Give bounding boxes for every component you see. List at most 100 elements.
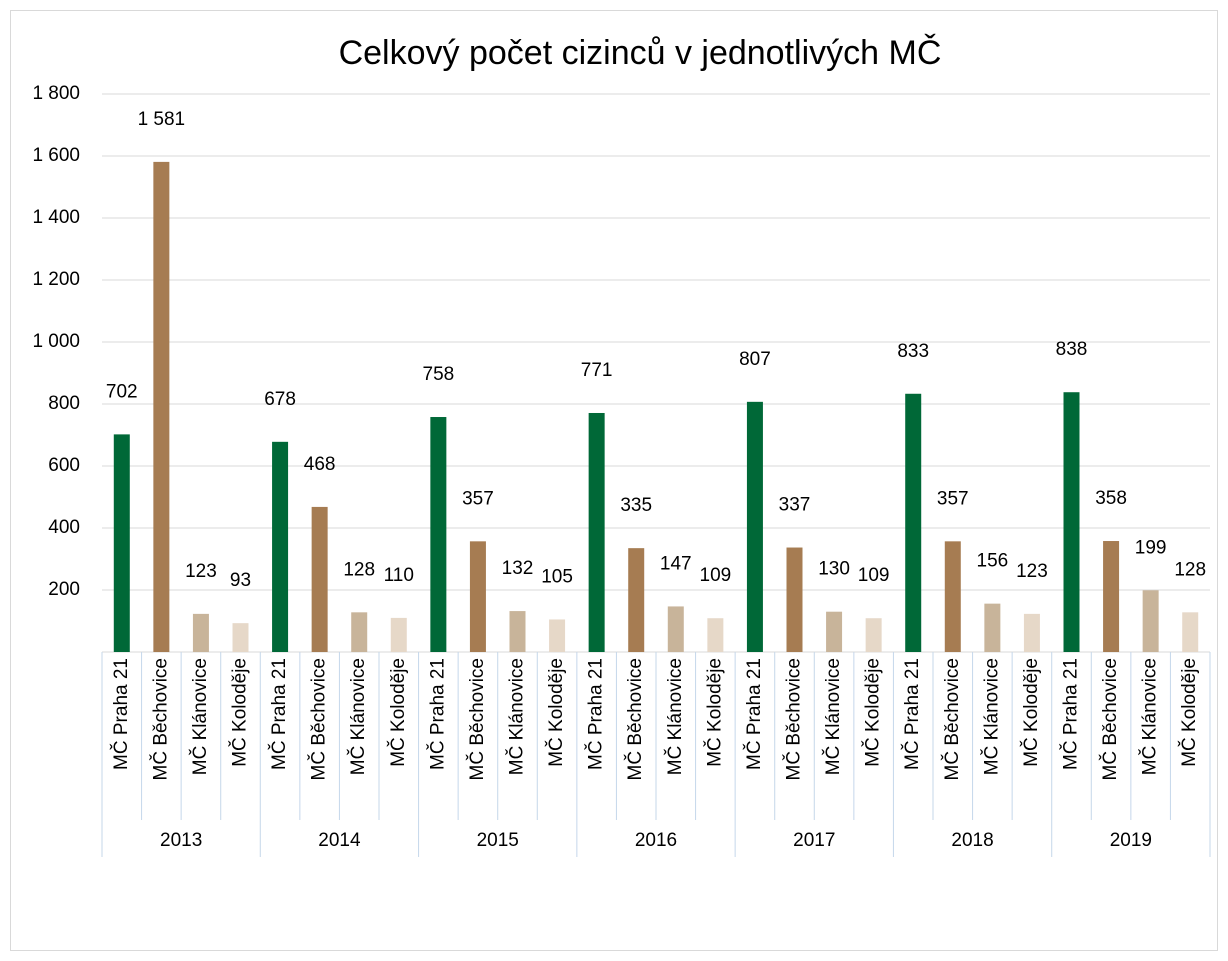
data-label: 678 xyxy=(264,389,296,410)
category-label: MČ Koloděje xyxy=(862,658,884,767)
data-label: 335 xyxy=(620,495,652,516)
bar xyxy=(628,548,645,652)
chart-title: Celkový počet cizinců v jednotlivých MČ xyxy=(339,34,942,72)
data-label: 109 xyxy=(700,565,732,586)
year-label: 2018 xyxy=(951,830,993,851)
year-label: 2017 xyxy=(793,830,835,851)
data-label: 758 xyxy=(423,364,455,385)
category-label: MČ Koloděje xyxy=(545,658,567,767)
category-label: MČ Praha 21 xyxy=(1060,658,1082,770)
bar xyxy=(786,547,803,652)
year-label: 2013 xyxy=(160,830,202,851)
data-label: 833 xyxy=(897,341,929,362)
bar xyxy=(746,401,763,652)
category-label: MČ Praha 21 xyxy=(110,658,132,770)
category-label: MČ Koloděje xyxy=(387,658,409,767)
data-label: 358 xyxy=(1095,488,1127,509)
y-tick-label: 400 xyxy=(48,517,80,538)
category-label: MČ Běchovice xyxy=(783,658,805,781)
category-label: MČ Běchovice xyxy=(149,658,171,781)
category-label: MČ Koloděje xyxy=(1178,658,1200,767)
category-label: MČ Klánovice xyxy=(822,658,844,775)
bar xyxy=(1182,612,1199,652)
category-label: MČ Koloděje xyxy=(703,658,725,767)
category-label: MČ Klánovice xyxy=(980,658,1002,775)
category-label: MČ Běchovice xyxy=(624,658,646,781)
y-tick-label: 1 800 xyxy=(32,83,80,104)
category-label: MČ Klánovice xyxy=(1139,658,1161,775)
data-label: 130 xyxy=(818,559,850,580)
y-tick-label: 600 xyxy=(48,455,80,476)
bar xyxy=(509,611,526,652)
data-label: 128 xyxy=(1174,559,1206,580)
data-label: 109 xyxy=(858,565,890,586)
category-label: MČ Klánovice xyxy=(347,658,369,775)
data-label: 199 xyxy=(1135,537,1167,558)
bar xyxy=(113,434,130,652)
data-label: 93 xyxy=(230,570,251,591)
category-label: MČ Koloděje xyxy=(1020,658,1042,767)
category-label: MČ Běchovice xyxy=(308,658,330,781)
bar xyxy=(905,393,922,652)
category-label: MČ Praha 21 xyxy=(585,658,607,770)
data-label: 147 xyxy=(660,553,692,574)
bar xyxy=(1063,392,1080,652)
data-label: 123 xyxy=(185,561,217,582)
y-tick-label: 1 600 xyxy=(32,145,80,166)
year-label: 2016 xyxy=(635,830,677,851)
data-label: 702 xyxy=(106,381,138,402)
category-label: MČ Klánovice xyxy=(664,658,686,775)
y-tick-label: 1 000 xyxy=(32,331,80,352)
data-label: 132 xyxy=(502,558,534,579)
bar xyxy=(667,606,684,652)
data-label: 337 xyxy=(779,495,811,516)
category-label: MČ Běchovice xyxy=(941,658,963,781)
data-label: 123 xyxy=(1016,561,1048,582)
bar xyxy=(1023,613,1040,652)
category-label: MČ Běchovice xyxy=(466,658,488,781)
data-label: 468 xyxy=(304,454,336,475)
category-label: MČ Praha 21 xyxy=(426,658,448,770)
category-label: MČ Praha 21 xyxy=(901,658,923,770)
bar xyxy=(153,161,170,652)
bar xyxy=(351,612,368,652)
y-tick-label: 1 200 xyxy=(32,269,80,290)
category-label: MČ Běchovice xyxy=(1099,658,1121,781)
category-label: MČ Praha 21 xyxy=(743,658,765,770)
bar xyxy=(865,618,882,652)
bar xyxy=(272,441,289,652)
bar xyxy=(984,603,1001,652)
data-label: 128 xyxy=(343,559,375,580)
bar xyxy=(390,617,407,652)
category-label: MČ Klánovice xyxy=(506,658,528,775)
data-label: 838 xyxy=(1056,339,1088,360)
bar xyxy=(1103,541,1120,652)
bar xyxy=(232,623,249,652)
data-label: 357 xyxy=(462,488,494,509)
bar xyxy=(549,619,566,652)
bar xyxy=(944,541,961,652)
bar xyxy=(707,618,724,652)
bar xyxy=(1142,590,1159,652)
bar xyxy=(469,541,486,652)
category-label: MČ Koloděje xyxy=(229,658,251,767)
category-label: MČ Praha 21 xyxy=(268,658,290,770)
data-label: 156 xyxy=(977,551,1009,572)
year-label: 2015 xyxy=(477,830,519,851)
year-label: 2014 xyxy=(318,830,361,851)
year-label: 2019 xyxy=(1110,830,1152,851)
y-tick-label: 200 xyxy=(48,579,80,600)
bar xyxy=(192,613,209,652)
y-tick-label: 800 xyxy=(48,393,80,414)
y-tick-label: 1 400 xyxy=(32,207,80,228)
data-label: 1 581 xyxy=(138,109,186,130)
bar xyxy=(588,412,605,652)
data-label: 807 xyxy=(739,349,771,370)
chart-frame xyxy=(10,10,1218,951)
data-label: 357 xyxy=(937,488,969,509)
data-label: 110 xyxy=(384,565,414,586)
category-label: MČ Klánovice xyxy=(189,658,211,775)
data-label: 105 xyxy=(541,566,573,587)
bar xyxy=(311,506,328,652)
